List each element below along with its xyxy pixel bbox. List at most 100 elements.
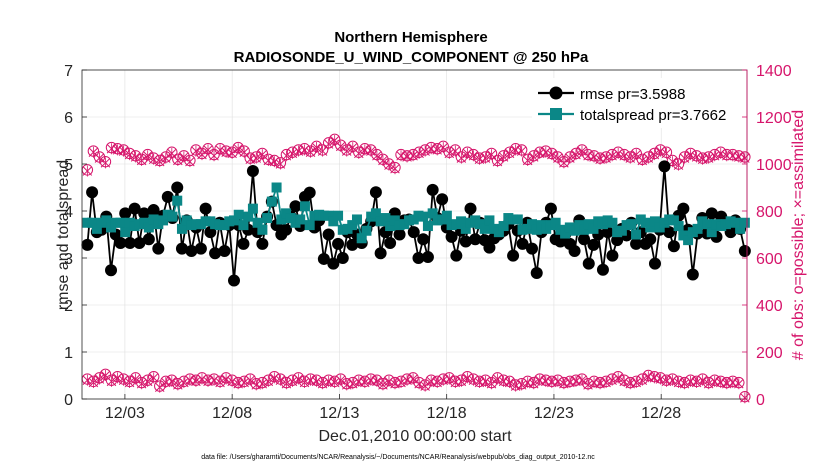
assimilated-high-marker-45 xyxy=(354,147,364,159)
rmse-point-103 xyxy=(568,244,581,257)
obs-count-layer xyxy=(81,133,751,404)
rmse-point-78 xyxy=(450,249,463,262)
assimilated-high-marker-28 xyxy=(251,152,262,164)
spread-point-137 xyxy=(730,217,741,228)
assimilated-low-marker-11 xyxy=(148,372,159,384)
rmse-point-105 xyxy=(578,233,591,246)
assimilated-low-marker-62 xyxy=(456,375,467,387)
assimilated-high-marker-83 xyxy=(583,150,593,162)
assimilated-low-marker-52 xyxy=(396,377,406,389)
assimilated-low-marker-73 xyxy=(522,377,533,389)
assimilated-low-marker-84 xyxy=(589,377,599,389)
assimilated-high-marker-33 xyxy=(281,150,292,162)
assimilated-low-marker-4 xyxy=(106,375,117,387)
legend-spread-label: totalspread pr=3.7662 xyxy=(580,107,726,124)
rmse-point-56 xyxy=(346,238,359,251)
assimilated-low-marker-17 xyxy=(185,374,195,386)
assimilated-low-marker-6 xyxy=(118,374,129,386)
assimilated-low-marker-38 xyxy=(311,375,322,387)
spread-point-51 xyxy=(323,210,334,221)
assimilated-high-marker-108 xyxy=(734,151,744,163)
assimilated-low-marker-99 xyxy=(679,378,690,390)
assimilated-low-marker-57 xyxy=(426,375,436,387)
assimilated-low-marker-81 xyxy=(571,375,581,387)
assimilated-high-marker-104 xyxy=(709,150,720,162)
assimilated-high-marker-70 xyxy=(504,147,515,159)
y-tick-label-3: 3 xyxy=(64,251,73,268)
spread-point-40 xyxy=(271,182,282,193)
assimilated-high-marker-55 xyxy=(414,147,424,159)
rmse-point-116 xyxy=(630,237,643,250)
assimilated-low-marker-1 xyxy=(88,377,99,389)
assimilated-low-marker-55 xyxy=(414,378,424,390)
assimilated-high-marker-94 xyxy=(649,149,660,161)
assimilated-high-marker-61 xyxy=(450,145,461,157)
assimilated-low-marker-76 xyxy=(541,375,551,387)
assimilated-low-marker-24 xyxy=(227,375,237,387)
assimilated-high-marker-35 xyxy=(293,145,304,157)
rmse-point-95 xyxy=(530,267,543,280)
assimilated-high-marker-92 xyxy=(637,154,648,166)
assimilated-high-marker-15 xyxy=(173,154,183,166)
assimilated-high-marker-51 xyxy=(390,163,400,175)
assimilated-high-marker-87 xyxy=(607,150,617,162)
spread-point-59 xyxy=(361,225,372,236)
assimilated-high-marker-93 xyxy=(643,152,654,164)
rmse-point-73 xyxy=(426,183,439,196)
assimilated-high-marker-0 xyxy=(82,165,93,177)
assimilated-low-marker-43 xyxy=(341,379,352,391)
assimilated-high-marker-7 xyxy=(124,149,135,161)
assimilated-low-marker-19 xyxy=(197,373,207,385)
spread-point-103 xyxy=(569,225,580,236)
assimilated-high-marker-25 xyxy=(233,143,243,155)
assimilated-high-marker-77 xyxy=(547,149,557,161)
rmse-point-35 xyxy=(246,165,259,178)
legend-rmse-label: rmse pr=3.5988 xyxy=(580,86,685,103)
assimilated-low-marker-9 xyxy=(136,378,147,390)
assimilated-high-marker-16 xyxy=(179,151,189,163)
spread-point-36 xyxy=(252,217,263,228)
rmse-point-22 xyxy=(185,244,198,257)
y-right-tick-label-1: 200 xyxy=(756,345,783,362)
chart-title: Northern Hemisphere xyxy=(334,29,487,46)
y-right-tick-label-2: 400 xyxy=(756,298,783,315)
axes-layer: 0 1 2 3 4 5 6 7 0 200 400 600 800 1000 1200 1400 12/03 12… xyxy=(64,63,792,422)
rmse-point-90 xyxy=(507,249,520,262)
assimilated-low-marker-102 xyxy=(697,374,708,386)
y-right-tick-label-7: 1400 xyxy=(756,63,792,80)
rmse-point-124 xyxy=(667,240,680,253)
rmse-point-14 xyxy=(147,204,160,217)
assimilated-low-marker-49 xyxy=(378,379,388,391)
legend: rmse pr=3.5988 totalspread pr=3.7662 xyxy=(532,78,742,128)
assimilated-low-marker-32 xyxy=(275,374,286,386)
assimilated-low-marker-89 xyxy=(619,375,629,387)
assimilated-high-marker-23 xyxy=(221,146,231,158)
spread-point-20 xyxy=(176,223,187,234)
spread-point-132 xyxy=(706,227,717,238)
rmse-point-81 xyxy=(464,202,477,215)
chart-subtitle: RADIOSONDE_U_WIND_COMPONENT @ 250 hPa xyxy=(234,49,589,66)
assimilated-low-marker-5 xyxy=(112,372,123,384)
assimilated-high-marker-58 xyxy=(432,144,442,156)
assimilated-high-marker-34 xyxy=(287,147,298,159)
series-layer xyxy=(81,160,751,287)
y-tick-label-4: 4 xyxy=(64,204,73,221)
rmse-point-111 xyxy=(606,249,619,262)
assimilated-low-marker-91 xyxy=(631,377,642,389)
spread-point-111 xyxy=(607,217,618,228)
spread-point-76 xyxy=(441,210,452,221)
assimilated-low-marker-68 xyxy=(492,373,503,385)
x-tick-label-3: 12/18 xyxy=(427,405,467,422)
assimilated-low-marker-107 xyxy=(728,377,738,389)
assimilated-low-marker-28 xyxy=(251,379,262,391)
assimilated-high-marker-71 xyxy=(510,144,521,156)
assimilated-low-marker-22 xyxy=(215,377,225,389)
rmse-point-54 xyxy=(336,252,349,264)
assimilated-high-marker-36 xyxy=(299,144,310,156)
y-right-tick-label-4: 800 xyxy=(756,204,783,221)
assimilated-low-marker-42 xyxy=(335,374,346,386)
assimilated-high-marker-32 xyxy=(275,158,286,170)
assimilated-low-marker-94 xyxy=(649,372,660,384)
assimilated-high-marker-43 xyxy=(341,145,352,157)
spread-point-105 xyxy=(579,224,590,235)
